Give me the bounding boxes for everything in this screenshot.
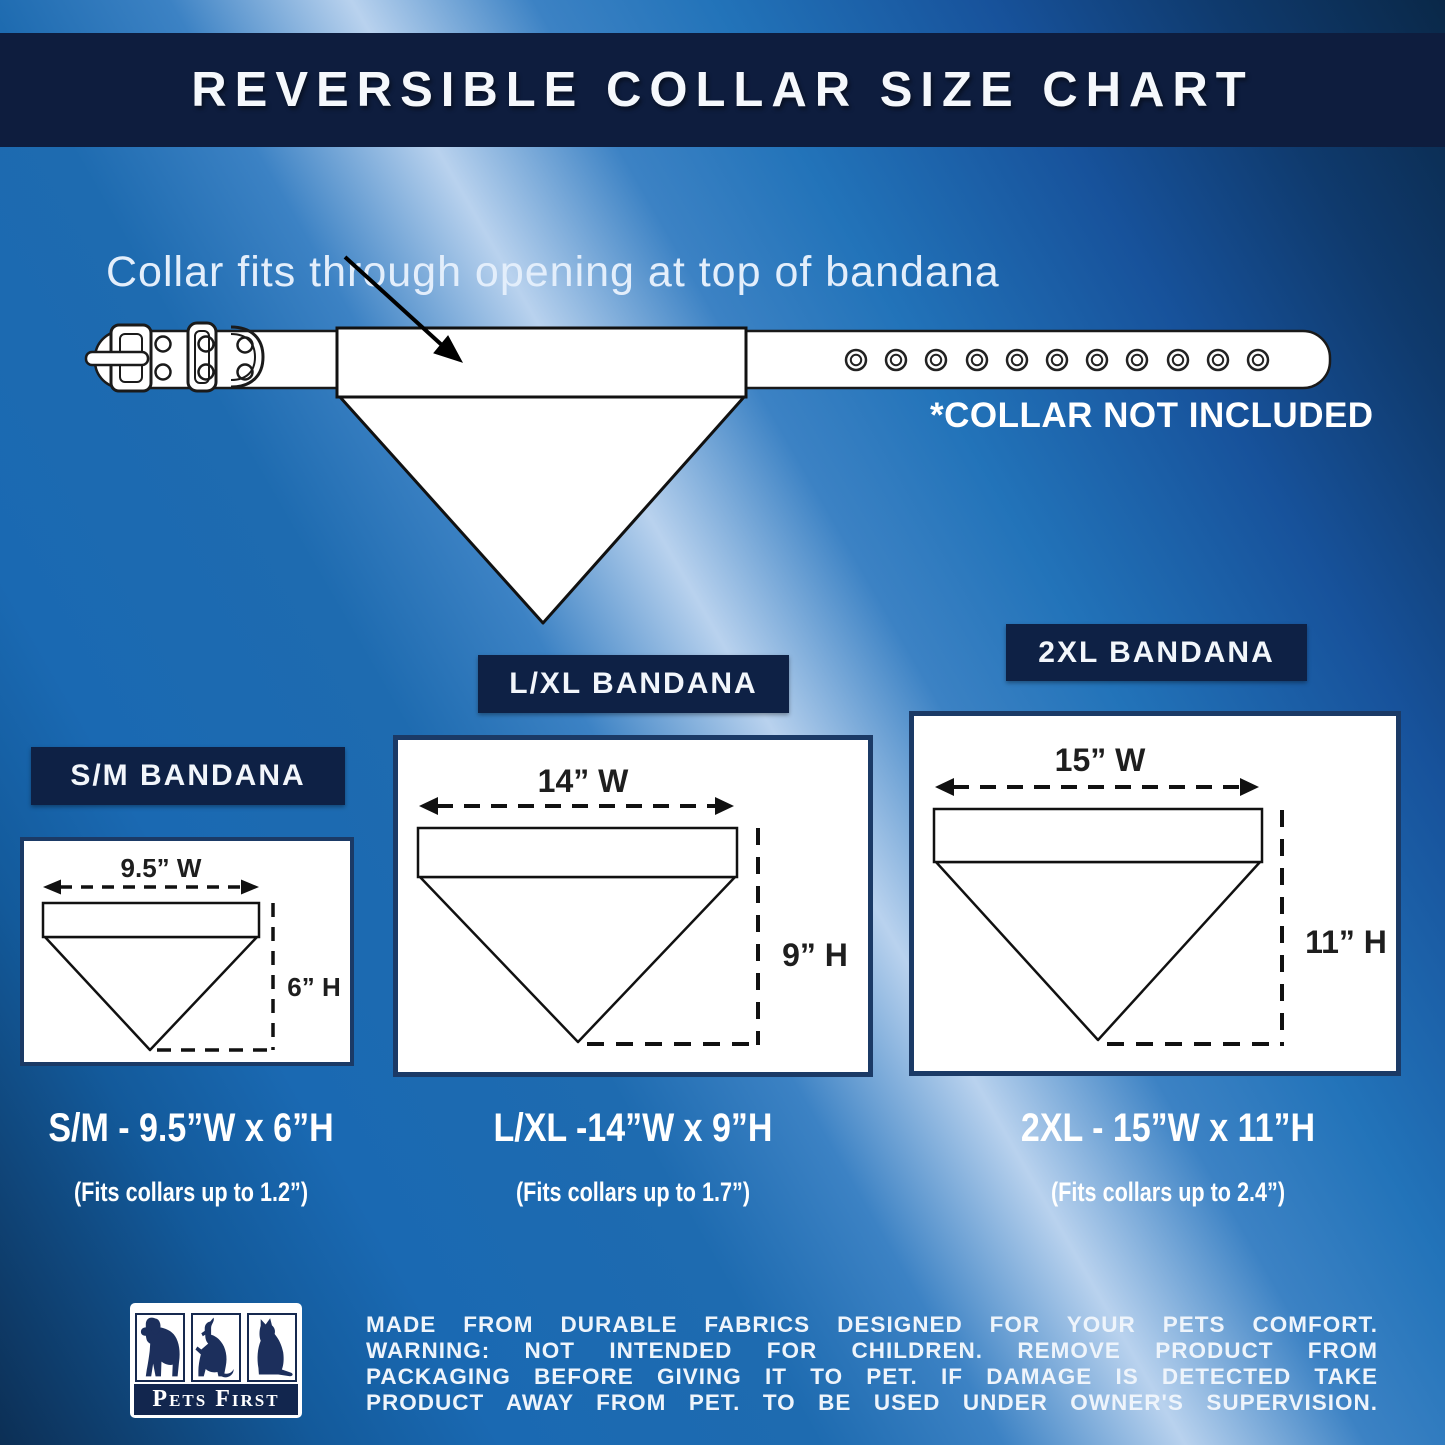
size-diagram-lxl: 14” W 9” H bbox=[393, 735, 873, 1077]
collar-illustration bbox=[84, 255, 1332, 625]
size-caption-lxl: L/XL -14”W x 9”H (Fits collars up to 1.7… bbox=[443, 1106, 823, 1208]
page-title: REVERSIBLE COLLAR SIZE CHART bbox=[191, 63, 1254, 117]
pets-first-logo: Pets First bbox=[130, 1303, 302, 1418]
begging-dog-icon bbox=[195, 1317, 234, 1378]
size-plate-lxl-label: L/XL BANDANA bbox=[509, 667, 758, 700]
size-plate-lxl: L/XL BANDANA bbox=[478, 655, 789, 713]
header-band: REVERSIBLE COLLAR SIZE CHART bbox=[0, 33, 1445, 147]
collar-eyelets bbox=[844, 348, 1270, 372]
width-dimension-lxl: 14” W bbox=[537, 763, 629, 799]
disclaimer-line: WARNING: NOT INTENDED FOR CHILDREN. REMO… bbox=[366, 1338, 1378, 1363]
width-dimension-sm: 9.5” W bbox=[120, 853, 202, 883]
buckle-icon bbox=[84, 321, 265, 393]
size-diagram-sm: 9.5” W 6” H bbox=[20, 837, 354, 1066]
sitting-dog-icon bbox=[140, 1317, 180, 1377]
logo-text: Pets First bbox=[152, 1386, 280, 1412]
size-caption-sm-fits: (Fits collars up to 1.2”) bbox=[73, 1177, 309, 1207]
size-caption-lxl-fits: (Fits collars up to 1.7”) bbox=[515, 1177, 751, 1207]
size-caption-sm: S/M - 9.5”W x 6”H (Fits collars up to 1.… bbox=[1, 1106, 381, 1208]
logo-frame-1 bbox=[135, 1313, 185, 1382]
bandana-diagram-2xl bbox=[932, 778, 1284, 1046]
bandana-diagram-sm bbox=[41, 879, 275, 1052]
size-caption-2xl-fits: (Fits collars up to 2.4”) bbox=[1050, 1177, 1286, 1207]
size-caption-lxl-main: L/XL -14”W x 9”H bbox=[493, 1106, 773, 1150]
size-plate-sm-label: S/M BANDANA bbox=[70, 759, 306, 792]
disclaimer-line: PRODUCT AWAY FROM PET. TO BE USED UNDER … bbox=[366, 1390, 1378, 1415]
size-plate-sm: S/M BANDANA bbox=[31, 747, 345, 805]
height-dimension-2xl: 11” H bbox=[1305, 924, 1387, 960]
disclaimer-text: MADE FROM DURABLE FABRICS DESIGNED FOR Y… bbox=[366, 1312, 1378, 1416]
disclaimer-line: MADE FROM DURABLE FABRICS DESIGNED FOR Y… bbox=[366, 1312, 1378, 1337]
collar-not-included-note: *COLLAR NOT INCLUDED bbox=[930, 396, 1374, 435]
pointer-arrow-icon bbox=[343, 255, 464, 363]
disclaimer-line: PACKAGING BEFORE GIVING IT TO PET. IF DA… bbox=[366, 1364, 1378, 1389]
size-caption-2xl: 2XL - 15”W x 11”H (Fits collars up to 2.… bbox=[978, 1106, 1358, 1208]
bandana-diagram-lxl bbox=[416, 797, 760, 1046]
bandana-shape bbox=[335, 326, 748, 625]
size-caption-sm-main: S/M - 9.5”W x 6”H bbox=[48, 1106, 334, 1150]
size-diagram-2xl: 15” W 11” H bbox=[909, 711, 1401, 1076]
logo-frame-3 bbox=[247, 1313, 297, 1382]
size-plate-2xl: 2XL BANDANA bbox=[1006, 624, 1307, 681]
height-dimension-lxl: 9” H bbox=[782, 937, 848, 973]
shepherd-dog-icon bbox=[257, 1318, 293, 1377]
height-dimension-sm: 6” H bbox=[287, 972, 341, 1002]
size-caption-2xl-main: 2XL - 15”W x 11”H bbox=[1020, 1106, 1316, 1150]
width-dimension-2xl: 15” W bbox=[1054, 742, 1146, 778]
size-plate-2xl-label: 2XL BANDANA bbox=[1038, 635, 1275, 669]
logo-frame-2 bbox=[191, 1313, 241, 1382]
collar-caption: Collar fits through opening at top of ba… bbox=[106, 248, 1000, 296]
logo-band: Pets First bbox=[134, 1384, 298, 1415]
